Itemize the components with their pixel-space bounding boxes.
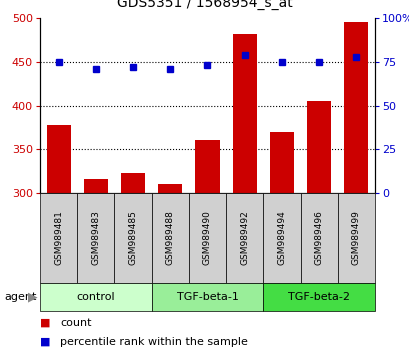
Bar [263, 193, 300, 283]
Bar [158, 184, 182, 193]
Text: GSM989492: GSM989492 [240, 211, 249, 266]
Text: ■: ■ [40, 337, 50, 347]
Text: GSM989481: GSM989481 [54, 211, 63, 266]
Bar [121, 173, 145, 193]
Bar [77, 193, 114, 283]
Text: percentile rank within the sample: percentile rank within the sample [61, 337, 248, 347]
Text: GSM989496: GSM989496 [314, 211, 323, 266]
Text: TGF-beta-1: TGF-beta-1 [176, 292, 238, 302]
Bar [195, 141, 219, 193]
Text: count: count [61, 318, 92, 328]
Bar [225, 193, 263, 283]
Bar [306, 101, 330, 193]
Bar [189, 193, 225, 283]
Text: agent: agent [4, 292, 36, 302]
Bar [263, 283, 374, 311]
Bar [46, 125, 70, 193]
Bar [300, 193, 337, 283]
Bar [40, 283, 151, 311]
Bar [337, 193, 374, 283]
Bar [114, 193, 151, 283]
Text: control: control [76, 292, 115, 302]
Text: GDS5351 / 1568954_s_at: GDS5351 / 1568954_s_at [117, 0, 292, 10]
Bar [83, 179, 108, 193]
Bar [40, 193, 77, 283]
Text: GSM989490: GSM989490 [202, 211, 211, 266]
Bar [232, 34, 256, 193]
Bar [151, 283, 263, 311]
Text: GSM989488: GSM989488 [165, 211, 174, 266]
Text: ▶: ▶ [28, 291, 38, 303]
Text: TGF-beta-2: TGF-beta-2 [288, 292, 349, 302]
Text: GSM989494: GSM989494 [277, 211, 286, 266]
Bar [269, 132, 293, 193]
Text: GSM989483: GSM989483 [91, 211, 100, 266]
Bar [344, 22, 368, 193]
Text: ■: ■ [40, 318, 50, 328]
Text: GSM989499: GSM989499 [351, 211, 360, 266]
Bar [151, 193, 189, 283]
Text: GSM989485: GSM989485 [128, 211, 137, 266]
